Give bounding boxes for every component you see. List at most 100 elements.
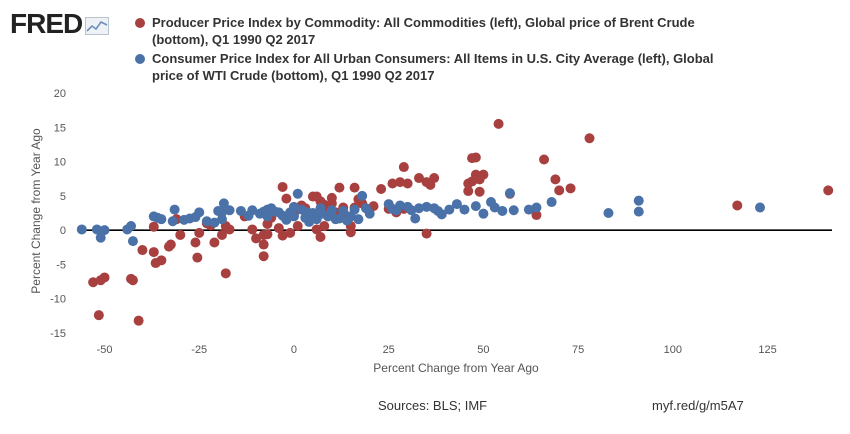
data-point[interactable] [209,237,220,248]
data-point[interactable] [292,188,303,199]
data-point[interactable] [554,185,565,196]
data-point[interactable] [281,193,292,204]
data-point[interactable] [91,224,102,235]
data-point[interactable] [334,182,345,193]
data-point[interactable] [326,205,337,216]
data-point[interactable] [345,227,356,238]
data-point[interactable] [338,205,349,216]
data-point[interactable] [565,183,576,194]
data-point[interactable] [531,210,542,221]
data-point[interactable] [395,177,406,188]
data-point[interactable] [127,275,138,286]
data-point[interactable] [137,245,148,256]
data-point[interactable] [414,173,425,184]
data-point[interactable] [493,118,504,129]
data-point[interactable] [277,230,288,241]
data-point[interactable] [247,224,258,235]
data-point[interactable] [262,211,273,222]
data-point[interactable] [224,205,235,216]
data-point[interactable] [218,198,229,209]
legend-item-ppi-brent[interactable]: Producer Price Index by Commodity: All C… [135,14,735,48]
data-point[interactable] [194,207,205,218]
data-point[interactable] [326,198,337,209]
data-point[interactable] [402,178,413,189]
data-point[interactable] [76,224,87,235]
data-point[interactable] [395,200,406,211]
data-point[interactable] [584,133,595,144]
data-point[interactable] [273,223,284,234]
data-point[interactable] [235,205,246,216]
data-point[interactable] [216,229,227,240]
data-point[interactable] [288,211,299,222]
short-url-link[interactable]: myf.red/g/m5A7 [652,398,744,413]
data-point[interactable] [463,186,474,197]
data-point[interactable] [262,229,273,240]
data-point[interactable] [220,268,231,279]
data-point[interactable] [474,186,485,197]
data-point[interactable] [216,207,227,218]
data-point[interactable] [444,204,455,215]
data-point[interactable] [156,255,167,266]
data-point[interactable] [368,201,379,212]
data-point[interactable] [349,204,360,215]
data-point[interactable] [148,221,159,232]
data-point[interactable] [285,227,296,238]
data-point[interactable] [398,162,409,173]
data-point[interactable] [319,221,330,232]
data-point[interactable] [190,237,201,248]
data-point[interactable] [546,197,557,208]
data-point[interactable] [216,214,227,225]
data-point[interactable] [429,173,440,184]
data-point[interactable] [421,228,432,239]
data-point[interactable] [478,208,489,219]
data-point[interactable] [410,213,421,224]
data-point[interactable] [311,224,322,235]
data-point[interactable] [633,206,644,217]
data-point[interactable] [209,217,220,228]
data-point[interactable] [99,225,110,236]
data-point[interactable] [376,184,387,194]
data-point[interactable] [334,213,345,224]
data-point[interactable] [353,214,364,225]
data-point[interactable] [357,190,368,201]
data-point[interactable] [127,236,138,247]
data-point[interactable] [349,182,360,193]
data-point[interactable] [387,178,398,189]
data-point[interactable] [277,181,288,192]
data-point[interactable] [148,247,159,258]
data-point[interactable] [165,239,176,250]
data-point[interactable] [292,221,303,232]
data-point[interactable] [436,209,447,220]
data-point[interactable] [451,199,462,210]
data-point[interactable] [364,208,375,219]
data-point[interactable] [288,201,299,212]
data-point[interactable] [531,202,542,213]
data-point[interactable] [603,208,614,218]
data-point[interactable] [504,188,515,199]
data-point[interactable] [251,233,262,244]
data-point[interactable] [93,310,104,321]
data-point[interactable] [281,214,292,225]
data-point[interactable] [489,202,500,213]
data-point[interactable] [315,232,326,242]
data-point[interactable] [508,205,519,216]
data-point[interactable] [755,202,766,213]
data-point[interactable] [247,205,258,216]
data-point[interactable] [201,216,212,227]
data-point[interactable] [633,195,644,206]
data-point[interactable] [175,229,186,240]
data-point[interactable] [224,224,235,235]
data-point[interactable] [406,205,417,216]
data-point[interactable] [823,185,834,196]
data-point[interactable] [169,204,180,215]
data-point[interactable] [194,227,205,238]
data-point[interactable] [470,201,481,212]
data-point[interactable] [88,277,99,288]
data-point[interactable] [539,154,550,165]
data-point[interactable] [421,201,432,212]
legend-item-cpi-wti[interactable]: Consumer Price Index for All Urban Consu… [135,50,735,84]
data-point[interactable] [470,152,481,163]
data-point[interactable] [192,252,203,263]
data-point[interactable] [414,203,425,214]
data-point[interactable] [95,232,106,243]
